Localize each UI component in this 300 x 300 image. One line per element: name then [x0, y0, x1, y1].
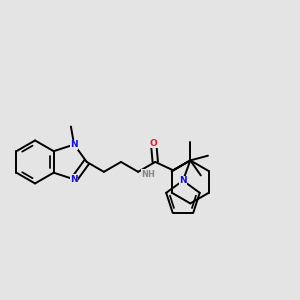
Text: NH: NH — [142, 170, 156, 179]
Text: O: O — [150, 139, 158, 148]
Text: N: N — [70, 140, 78, 149]
Text: N: N — [179, 176, 187, 185]
Text: N: N — [70, 175, 78, 184]
